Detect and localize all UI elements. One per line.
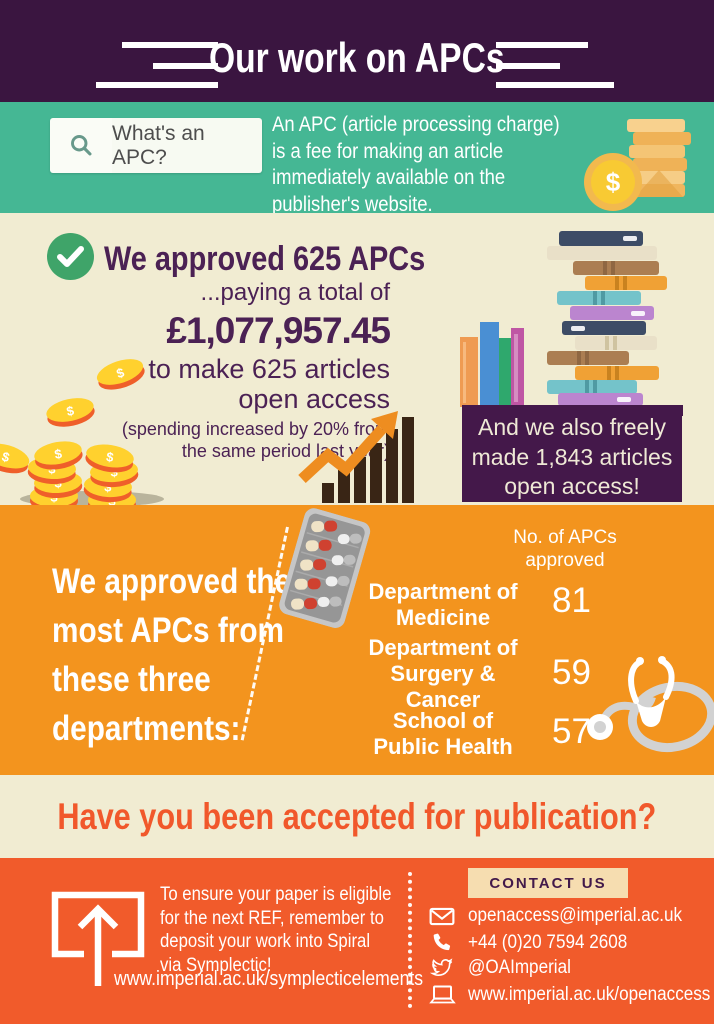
header-section: Our work on APCs bbox=[0, 0, 714, 102]
growth-chart-icon bbox=[298, 393, 428, 505]
decor-line bbox=[153, 63, 218, 69]
svg-text:$: $ bbox=[105, 449, 115, 465]
ref-reminder-text: To ensure your paper is eligible for the… bbox=[160, 884, 392, 976]
search-input[interactable]: What's an APC? bbox=[50, 118, 262, 173]
contact-twitter-row[interactable]: @OAImperial bbox=[428, 957, 582, 979]
phone-icon bbox=[428, 931, 456, 954]
dept-medicine-label: Department of Medicine bbox=[368, 579, 518, 630]
question-section: Have you been accepted for publication? bbox=[0, 775, 714, 858]
dotted-divider bbox=[408, 872, 412, 1008]
dept-medicine-value: 81 bbox=[552, 581, 591, 620]
free-open-access-box: And we also freely made 1,843 articles o… bbox=[462, 413, 682, 502]
dept-surgery-label: Department of Surgery & Cancer bbox=[368, 635, 518, 712]
apc-definition-text: An APC (article processing charge) is a … bbox=[272, 113, 560, 213]
decor-line bbox=[96, 82, 218, 88]
contact-us-banner: CONTACT US bbox=[468, 868, 628, 898]
contact-phone-row[interactable]: +44 (0)20 7594 2608 bbox=[428, 931, 645, 954]
svg-text:$: $ bbox=[65, 403, 76, 419]
payment-summary: ...paying a total of £1,077,957.45 to ma… bbox=[100, 279, 391, 463]
stethoscope-icon bbox=[578, 655, 714, 770]
search-query-text: What's an APC? bbox=[112, 121, 205, 169]
publication-question: Have you been accepted for publication? bbox=[57, 795, 657, 837]
decor-line bbox=[496, 63, 560, 69]
total-amount: £1,077,957.45 bbox=[166, 310, 391, 351]
contact-website-row[interactable]: www.imperial.ac.uk/openaccess bbox=[428, 984, 714, 1006]
svg-text:$: $ bbox=[53, 446, 63, 462]
footer-section: To ensure your paper is eligible for the… bbox=[0, 858, 714, 1024]
svg-text:$: $ bbox=[0, 449, 12, 466]
phone-number: +44 (0)20 7594 2608 bbox=[468, 931, 628, 953]
upload-icon bbox=[48, 888, 148, 997]
contact-email-row[interactable]: openaccess@imperial.ac.uk bbox=[428, 905, 706, 927]
articles-label: to make 625 articles open access bbox=[148, 354, 390, 415]
svg-text:$: $ bbox=[104, 479, 113, 495]
decor-line bbox=[496, 42, 588, 48]
dollar-sign: $ bbox=[606, 167, 621, 197]
twitter-handle: @OAImperial bbox=[468, 957, 571, 978]
coin-stack-icon: $ bbox=[583, 114, 698, 213]
departments-section: We approved the most APCs from these thr… bbox=[0, 505, 714, 775]
openaccess-url: www.imperial.ac.uk/openaccess bbox=[468, 984, 711, 1005]
checkmark-icon bbox=[47, 233, 94, 285]
decor-line bbox=[496, 82, 614, 88]
email-icon bbox=[428, 907, 456, 926]
approved-section: We approved 625 APCs ...paying a total o… bbox=[0, 213, 714, 505]
page-title: Our work on APCs bbox=[209, 34, 505, 81]
falling-coins-icon: $ $ $ $ $ $ $ $ $ bbox=[0, 358, 175, 505]
approved-headline: We approved 625 APCs bbox=[104, 240, 426, 278]
search-icon bbox=[50, 118, 112, 173]
decor-line bbox=[122, 42, 218, 48]
symplectic-url-link[interactable]: www.imperial.ac.uk/symplecticelements bbox=[114, 968, 424, 990]
dept-publichealth-value: 57 bbox=[552, 712, 591, 751]
dept-publichealth-label: School of Public Health bbox=[373, 708, 513, 759]
apcs-approved-column-header: No. of APCs approved bbox=[513, 527, 617, 571]
contact-us-label: CONTACT US bbox=[489, 874, 607, 892]
email-address: openaccess@imperial.ac.uk bbox=[468, 905, 683, 926]
dept-surgery-value: 59 bbox=[552, 653, 591, 692]
definition-section: What's an APC? An APC (article processin… bbox=[0, 102, 714, 213]
pill-blister-icon bbox=[275, 506, 372, 635]
laptop-icon bbox=[428, 985, 456, 1005]
departments-intro: We approved the most APCs from these thr… bbox=[52, 562, 292, 748]
paying-label: ...paying a total of bbox=[200, 279, 390, 306]
book-stack-icon bbox=[455, 221, 714, 422]
twitter-icon bbox=[428, 957, 456, 979]
